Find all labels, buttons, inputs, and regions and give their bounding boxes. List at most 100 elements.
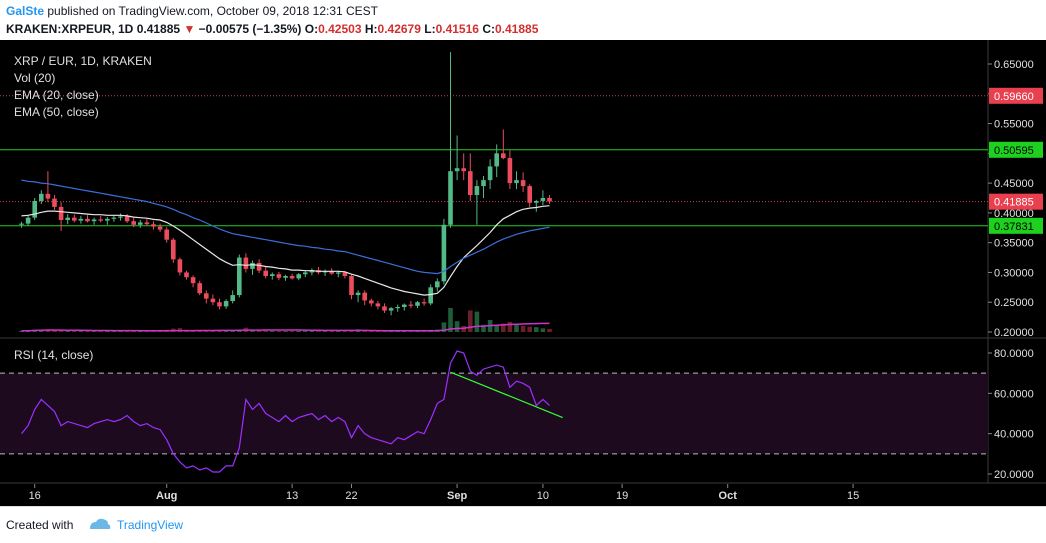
candle-body[interactable]: [32, 200, 37, 218]
candle-body[interactable]: [45, 193, 51, 199]
candle-body[interactable]: [19, 223, 24, 225]
candle-body[interactable]: [217, 302, 222, 307]
candle-body[interactable]: [25, 217, 31, 224]
candle-body[interactable]: [481, 180, 486, 187]
candle-body[interactable]: [514, 180, 519, 184]
candle-body[interactable]: [369, 300, 374, 304]
candle-body[interactable]: [250, 262, 255, 269]
candle-body[interactable]: [184, 272, 189, 278]
candle-body[interactable]: [210, 298, 216, 303]
candle-body[interactable]: [402, 304, 407, 307]
candle-body[interactable]: [303, 272, 308, 275]
candle-body[interactable]: [138, 222, 143, 225]
candle-body[interactable]: [421, 302, 427, 304]
candle-body[interactable]: [171, 239, 176, 260]
candle-body[interactable]: [435, 281, 440, 288]
rsi-axis-label: 20.0000: [994, 469, 1034, 481]
legend-volume: Vol (20): [14, 71, 55, 85]
tradingview-logo-icon[interactable]: [88, 516, 112, 532]
candle-body[interactable]: [91, 219, 97, 222]
candle-body[interactable]: [382, 306, 387, 311]
candle-body[interactable]: [329, 271, 334, 274]
candle-body[interactable]: [39, 193, 44, 201]
candle-body[interactable]: [105, 218, 110, 221]
rsi-axis-label: 80.0000: [994, 348, 1034, 360]
candle-body[interactable]: [428, 287, 433, 304]
candle-body[interactable]: [289, 276, 295, 279]
candle-body[interactable]: [237, 257, 242, 296]
author-name[interactable]: GalSte: [6, 4, 45, 18]
candle-body[interactable]: [52, 198, 57, 207]
candle-body[interactable]: [501, 153, 506, 159]
candle-body[interactable]: [270, 274, 275, 277]
candle-body[interactable]: [263, 270, 268, 277]
candle-body[interactable]: [58, 206, 64, 221]
candle-body[interactable]: [164, 229, 169, 240]
footer: Created with TradingView: [0, 506, 1046, 543]
candle-body[interactable]: [151, 224, 156, 227]
candle-body[interactable]: [85, 218, 90, 222]
volume-bar: [514, 324, 519, 332]
chart-area[interactable]: 0.650000.600000.550000.500000.450000.400…: [0, 40, 1046, 506]
volume-bar: [494, 325, 499, 332]
candle-body[interactable]: [157, 226, 163, 230]
candle-body[interactable]: [441, 224, 447, 282]
candle-body[interactable]: [118, 216, 123, 218]
candle-body[interactable]: [296, 274, 301, 279]
candle-body[interactable]: [131, 221, 136, 225]
candle-body[interactable]: [144, 222, 150, 225]
candle-body[interactable]: [454, 168, 460, 172]
candle-body[interactable]: [124, 216, 130, 222]
candle-body[interactable]: [72, 217, 77, 221]
volume-bar: [454, 321, 460, 332]
candle-body[interactable]: [527, 186, 532, 203]
candle-body[interactable]: [408, 304, 414, 306]
candle-body[interactable]: [375, 303, 381, 307]
volume-bar: [105, 331, 110, 332]
candle-body[interactable]: [540, 198, 546, 201]
candle-body[interactable]: [336, 272, 341, 274]
candle-body[interactable]: [494, 153, 499, 167]
candle-body[interactable]: [190, 277, 196, 284]
candle-body[interactable]: [355, 292, 361, 296]
candle-body[interactable]: [78, 218, 84, 221]
legend-ema20: EMA (20, close): [14, 88, 99, 102]
candle-body[interactable]: [474, 186, 480, 196]
candle-body[interactable]: [448, 171, 453, 225]
candle-body[interactable]: [243, 257, 249, 269]
candle-body[interactable]: [534, 200, 539, 203]
price-axis-label: 0.20000: [994, 327, 1034, 339]
volume-bar: [138, 331, 143, 332]
candle-body[interactable]: [204, 293, 209, 299]
candle-body[interactable]: [520, 180, 526, 187]
candle-body[interactable]: [388, 308, 394, 311]
candle-body[interactable]: [487, 166, 493, 181]
rsi-trendline[interactable]: [450, 371, 563, 419]
candle-body[interactable]: [223, 301, 229, 307]
candle-body[interactable]: [362, 292, 367, 301]
candle-body[interactable]: [342, 272, 348, 277]
candle-body[interactable]: [111, 217, 117, 219]
candle-body[interactable]: [461, 168, 466, 172]
candle-body[interactable]: [415, 302, 420, 306]
candle-body[interactable]: [276, 274, 282, 278]
open-label: O:: [304, 22, 319, 36]
volume-bar: [316, 331, 321, 332]
candle-body[interactable]: [283, 276, 288, 278]
candle-body[interactable]: [230, 295, 235, 302]
candle-body[interactable]: [177, 259, 183, 273]
volume-bar: [131, 331, 136, 332]
candle-body[interactable]: [65, 217, 70, 221]
candle-body[interactable]: [197, 283, 202, 294]
volume-bar: [72, 331, 77, 332]
candle-body[interactable]: [468, 171, 473, 196]
volume-bar: [520, 326, 526, 332]
candle-body[interactable]: [395, 306, 400, 309]
candle-body[interactable]: [507, 158, 513, 184]
candle-body[interactable]: [98, 219, 103, 221]
candle-body[interactable]: [547, 198, 552, 202]
tradingview-brand[interactable]: TradingView: [117, 518, 184, 532]
candle-body[interactable]: [256, 262, 262, 271]
candle-body[interactable]: [349, 276, 354, 296]
volume-bar: [144, 331, 150, 332]
